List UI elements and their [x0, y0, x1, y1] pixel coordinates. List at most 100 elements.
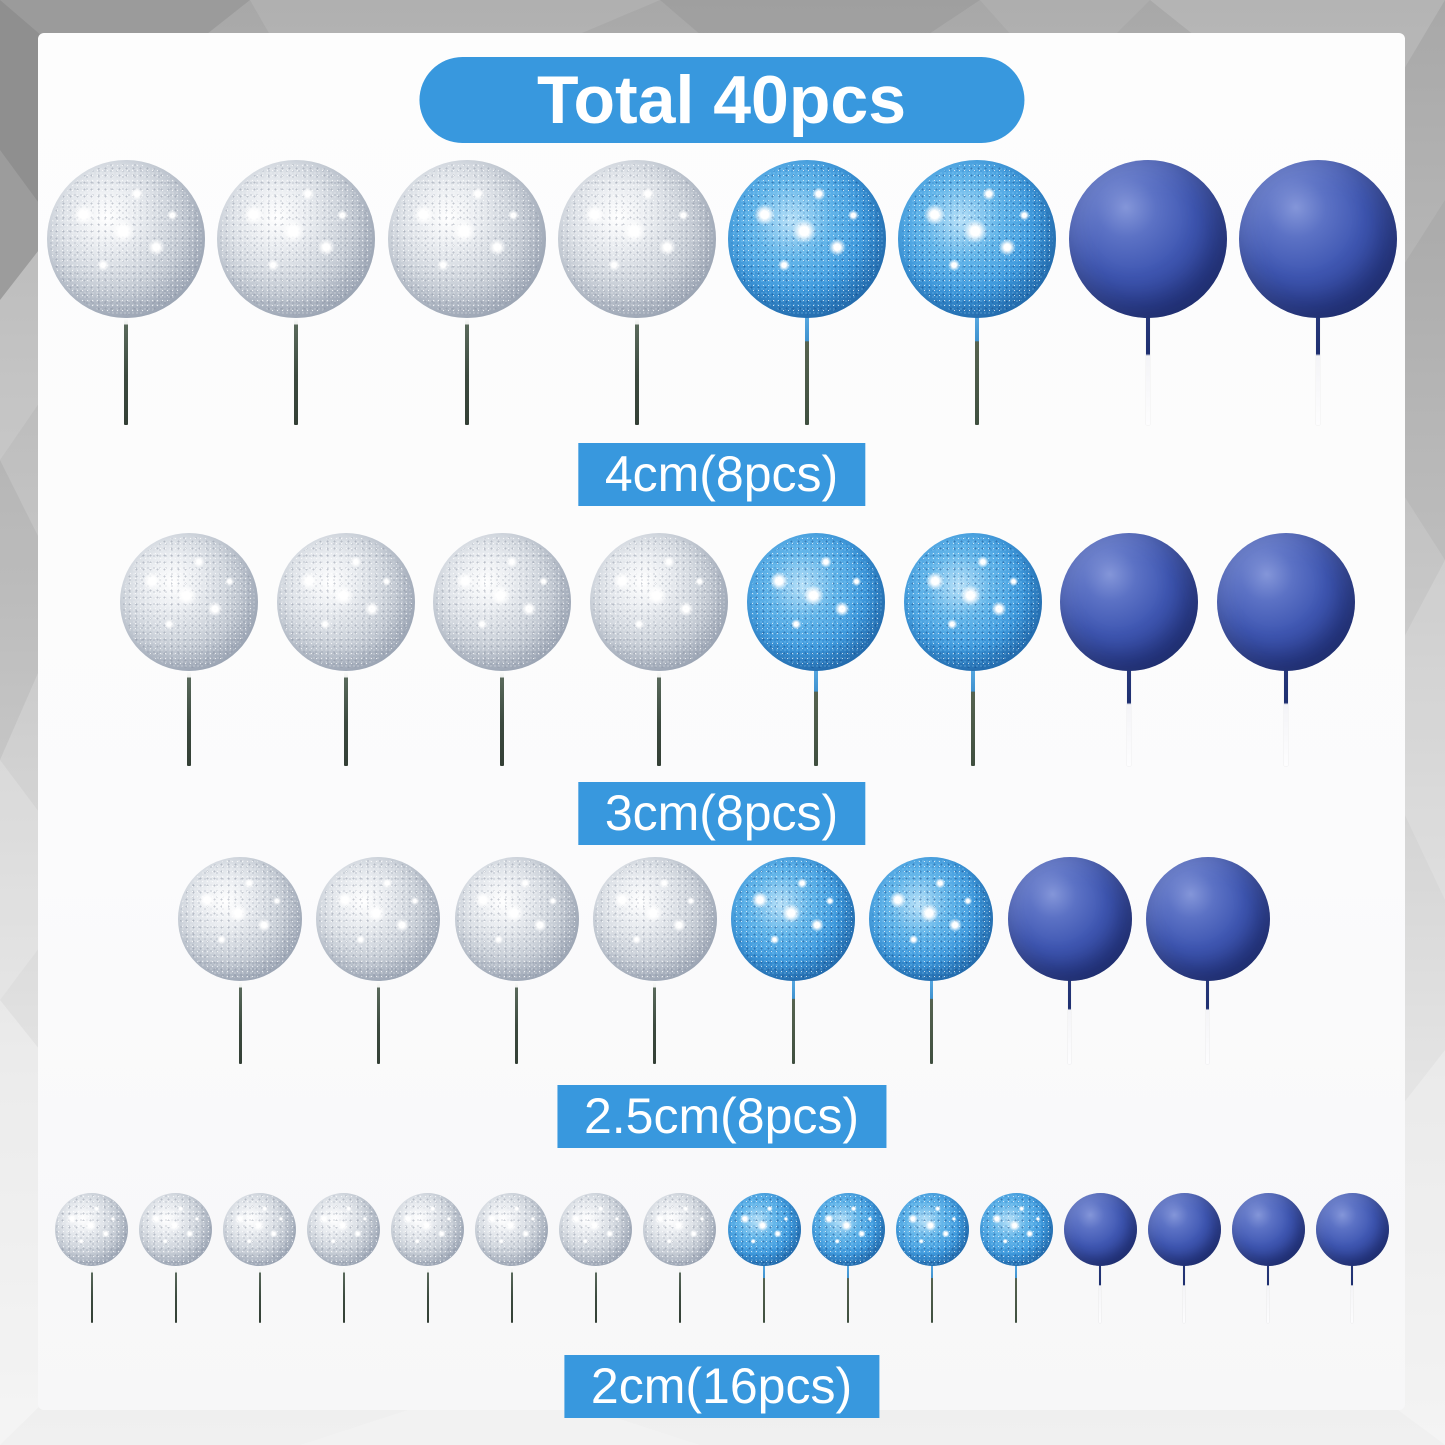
silver-glitter-ball	[178, 857, 302, 981]
navy-blue-ball	[1231, 1193, 1305, 1266]
ball-pick	[979, 1193, 1053, 1323]
navy-blue-ball	[1068, 160, 1227, 318]
pick-stick	[294, 317, 299, 425]
ball-pick	[592, 857, 717, 1064]
ball-pick	[387, 160, 546, 425]
navy-blue-ball	[1216, 533, 1355, 671]
product-image-card: Total 40pcs 4cm(8pcs) 3cm(8pcs) 2.5cm(8p…	[38, 33, 1405, 1418]
ball-pick	[559, 1193, 633, 1323]
size-label-2cm: 2cm(16pcs)	[563, 1355, 880, 1418]
pick-stick	[376, 980, 380, 1064]
pick-stick	[970, 670, 975, 766]
pick-stick	[931, 1265, 934, 1323]
ball-pick	[391, 1193, 465, 1323]
ball-pick	[903, 533, 1042, 766]
ball-pick	[895, 1193, 969, 1323]
pick-stick	[678, 1265, 681, 1323]
total-count-badge: Total 40pcs	[418, 57, 1025, 143]
navy-blue-ball	[1060, 533, 1199, 671]
silver-glitter-ball	[316, 857, 441, 981]
silver-glitter-ball	[47, 160, 205, 318]
pick-stick	[1099, 1265, 1102, 1323]
ball-pick	[139, 1193, 213, 1323]
silver-glitter-ball	[387, 160, 546, 318]
ball-pick	[433, 533, 572, 766]
pick-stick	[187, 670, 191, 766]
pick-stick	[929, 980, 933, 1064]
ball-pick	[557, 160, 716, 425]
ball-pick	[1238, 160, 1397, 425]
pick-stick	[1183, 1265, 1186, 1323]
ball-pick	[276, 533, 415, 766]
pick-stick	[805, 317, 810, 425]
pick-stick	[90, 1265, 93, 1323]
navy-blue-ball	[1063, 1193, 1137, 1266]
ball-pick	[727, 1193, 801, 1323]
pick-stick	[258, 1265, 261, 1323]
ball-pick	[178, 857, 302, 1064]
size-label-2-5cm: 2.5cm(8pcs)	[556, 1085, 887, 1148]
pick-stick	[238, 980, 242, 1064]
silver-glitter-ball	[559, 1193, 633, 1266]
silver-glitter-ball	[592, 857, 717, 981]
pick-stick	[813, 670, 818, 766]
blue-glitter-ball	[727, 1193, 801, 1266]
blue-glitter-ball	[869, 857, 994, 981]
navy-blue-ball	[1147, 1193, 1221, 1266]
silver-glitter-ball	[307, 1193, 381, 1266]
ball-row-2cm	[55, 1193, 1389, 1323]
pick-stick	[975, 317, 980, 425]
blue-glitter-ball	[746, 533, 885, 671]
silver-glitter-ball	[120, 533, 258, 671]
silver-glitter-ball	[217, 160, 376, 318]
pick-stick	[594, 1265, 597, 1323]
silver-glitter-ball	[454, 857, 579, 981]
ball-pick	[475, 1193, 549, 1323]
silver-glitter-ball	[276, 533, 415, 671]
ball-pick	[454, 857, 579, 1064]
pick-stick	[343, 670, 348, 766]
ball-pick	[1007, 857, 1132, 1064]
silver-glitter-ball	[475, 1193, 549, 1266]
navy-blue-ball	[1145, 857, 1270, 981]
ball-pick	[1147, 1193, 1221, 1323]
ball-pick	[316, 857, 441, 1064]
pick-stick	[464, 317, 469, 425]
ball-pick	[590, 533, 729, 766]
ball-row-2-5cm	[178, 857, 1270, 1064]
ball-pick	[898, 160, 1057, 425]
ball-pick	[746, 533, 885, 766]
ball-pick	[55, 1193, 128, 1323]
size-label-4cm: 4cm(8pcs)	[577, 443, 866, 506]
ball-pick	[869, 857, 994, 1064]
pick-stick	[791, 980, 795, 1064]
blue-glitter-ball	[728, 160, 887, 318]
silver-glitter-ball	[590, 533, 729, 671]
pick-stick	[1068, 980, 1072, 1064]
navy-blue-ball	[1007, 857, 1132, 981]
silver-glitter-ball	[557, 160, 716, 318]
silver-glitter-ball	[433, 533, 572, 671]
pick-stick	[174, 1265, 177, 1323]
ball-pick	[1216, 533, 1355, 766]
pick-stick	[1283, 670, 1288, 766]
navy-blue-ball	[1315, 1193, 1389, 1266]
pick-stick	[1015, 1265, 1018, 1323]
pick-stick	[500, 670, 505, 766]
blue-glitter-ball	[898, 160, 1057, 318]
pick-stick	[342, 1265, 345, 1323]
ball-pick	[217, 160, 376, 425]
ball-pick	[1315, 1193, 1389, 1323]
silver-glitter-ball	[139, 1193, 213, 1266]
ball-pick	[223, 1193, 297, 1323]
ball-pick	[47, 160, 205, 425]
pick-stick	[657, 670, 662, 766]
blue-glitter-ball	[895, 1193, 969, 1266]
silver-glitter-ball	[391, 1193, 465, 1266]
ball-pick	[1060, 533, 1199, 766]
ball-pick	[643, 1193, 717, 1323]
pick-stick	[634, 317, 639, 425]
pick-stick	[1267, 1265, 1270, 1323]
pick-stick	[1351, 1265, 1354, 1323]
navy-blue-ball	[1238, 160, 1397, 318]
